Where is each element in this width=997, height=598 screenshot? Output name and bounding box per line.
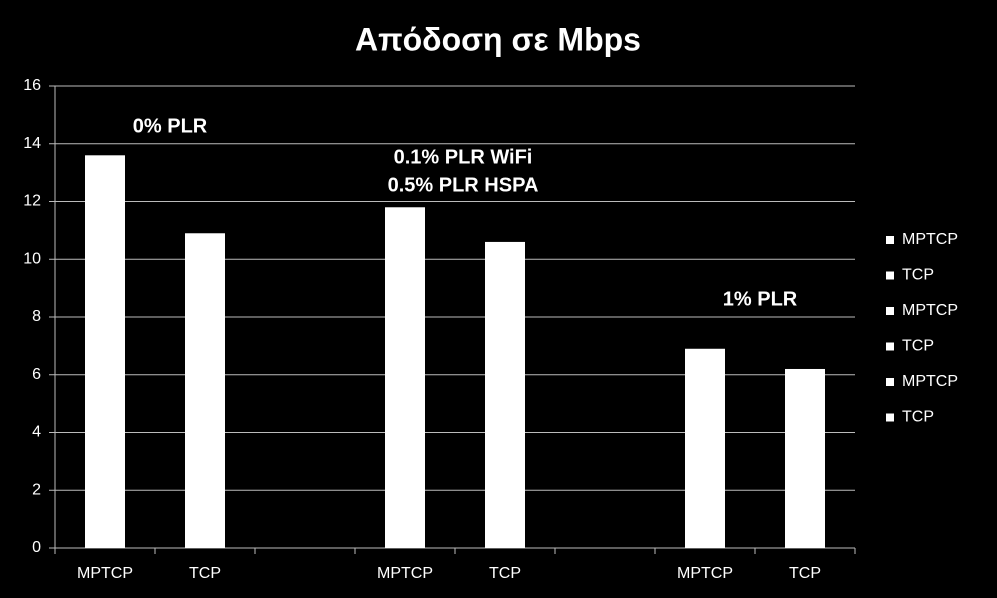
x-tick-label: MPTCP	[77, 565, 133, 582]
y-tick-label: 4	[32, 424, 41, 441]
legend-swatch	[886, 236, 894, 244]
bar	[385, 207, 425, 548]
legend-label: MPTCP	[902, 373, 958, 390]
legend-label: MPTCP	[902, 302, 958, 319]
legend-swatch	[886, 342, 894, 351]
legend-swatch	[886, 413, 894, 422]
x-tick-label: MPTCP	[677, 565, 733, 582]
legend-label: TCP	[902, 338, 934, 355]
y-tick-label: 14	[23, 135, 41, 152]
legend-label: MPTCP	[902, 231, 958, 248]
y-tick-label: 12	[23, 193, 41, 210]
legend-swatch	[886, 271, 894, 280]
bar	[85, 155, 125, 549]
x-tick-label: TCP	[489, 565, 521, 582]
y-tick-label: 8	[32, 308, 41, 325]
annotation: 0% PLR	[133, 115, 208, 137]
legend-swatch	[886, 307, 894, 315]
x-tick-label: TCP	[189, 565, 221, 582]
bar	[785, 368, 825, 548]
y-tick-label: 10	[23, 250, 41, 267]
x-tick-label: TCP	[789, 565, 821, 582]
legend-swatch	[886, 378, 894, 386]
y-tick-label: 2	[32, 481, 41, 498]
legend-label: TCP	[902, 409, 934, 426]
annotation: 1% PLR	[723, 288, 798, 310]
y-tick-label: 0	[32, 539, 41, 556]
bar	[485, 241, 525, 549]
bar	[685, 348, 725, 548]
bar	[185, 233, 225, 548]
y-tick-label: 6	[32, 366, 41, 383]
annotation: 0.1% PLR WiFi	[394, 146, 533, 168]
annotation: 0.5% PLR HSPA	[388, 174, 539, 196]
x-tick-label: MPTCP	[377, 565, 433, 582]
y-tick-label: 16	[23, 77, 41, 94]
chart-title: Απόδοση σε Mbps	[355, 21, 641, 57]
legend-label: TCP	[902, 267, 934, 284]
